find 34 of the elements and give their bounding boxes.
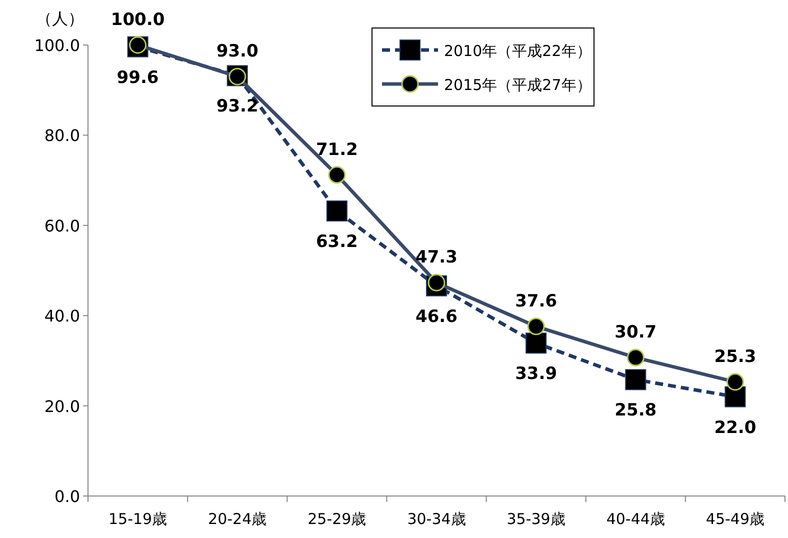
- x-tick-label: 45-49歳: [706, 510, 765, 528]
- y-tick-label: 0.0: [54, 487, 80, 506]
- y-tick-label: 80.0: [44, 126, 80, 146]
- data-label: 93.2: [216, 96, 258, 117]
- data-label: 37.6: [515, 291, 558, 312]
- y-tick-label: 20.0: [44, 396, 80, 416]
- x-tick-label: 30-34歳: [407, 510, 466, 528]
- data-label: 47.3: [416, 248, 458, 268]
- data-label: 25.8: [614, 400, 657, 421]
- data-label: 63.2: [316, 232, 358, 252]
- data-label: 99.6: [116, 68, 159, 88]
- y-tick-label: 40.0: [44, 306, 80, 326]
- data-label: 46.6: [416, 306, 458, 327]
- data-label: 71.2: [316, 140, 358, 160]
- data-label: 33.9: [515, 364, 558, 384]
- y-axis-title: （人）: [36, 9, 84, 28]
- data-label: 93.0: [216, 42, 258, 62]
- point: [625, 369, 646, 390]
- data-label: 100.0: [110, 10, 165, 30]
- point: [326, 200, 348, 222]
- x-tick-label: 25-29歳: [308, 510, 366, 528]
- legend-label: 2010年（平成22年）: [444, 42, 592, 60]
- x-tick-label: 15-19歳: [108, 510, 168, 528]
- point: [526, 332, 547, 354]
- legend-label: 2015年（平成27年）: [444, 76, 592, 94]
- data-label: 30.7: [614, 322, 657, 343]
- data-label: 25.3: [714, 346, 756, 367]
- x-tick-label: 20-24歳: [208, 510, 267, 528]
- y-tick-label: 60.0: [44, 216, 80, 236]
- y-tick-label: 100.0: [34, 36, 80, 55]
- x-tick-label: 35-39歳: [506, 510, 566, 528]
- x-tick-label: 40-44歳: [606, 510, 665, 528]
- point: [724, 386, 746, 408]
- data-label: 22.0: [714, 418, 756, 438]
